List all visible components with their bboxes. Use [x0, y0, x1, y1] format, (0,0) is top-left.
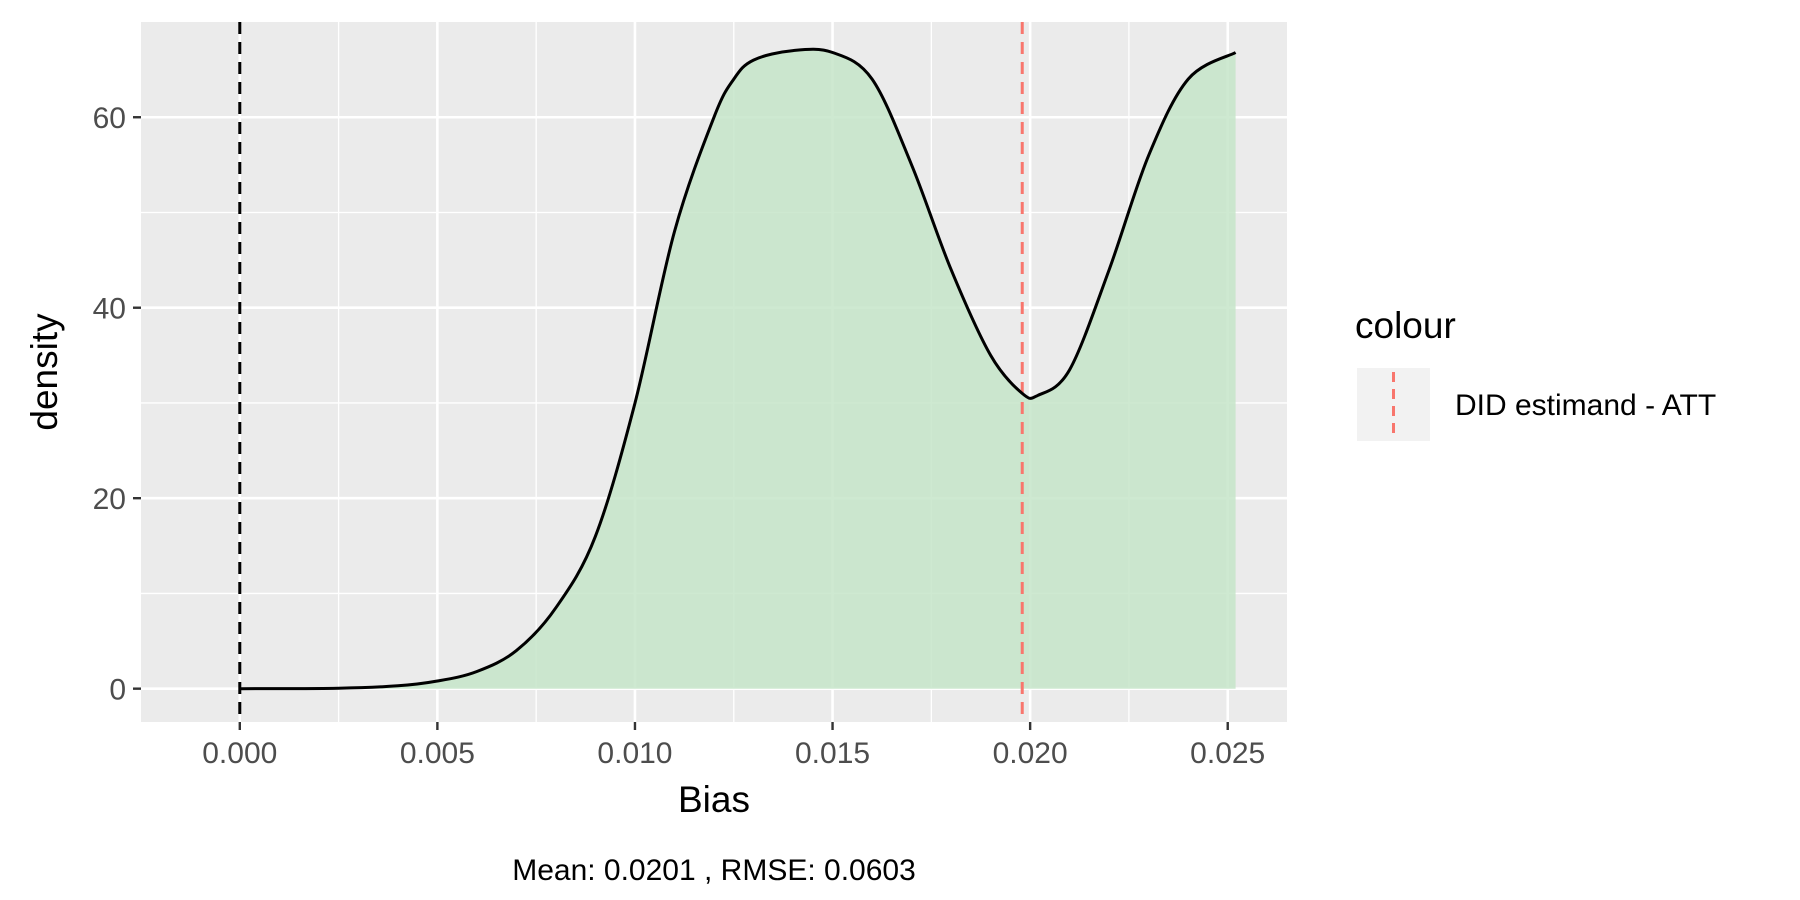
legend: colour DID estimand - ATT	[1355, 305, 1716, 441]
legend-entries: DID estimand - ATT	[1357, 368, 1716, 441]
y-tick-label: 40	[93, 293, 126, 326]
y-axis: 0 20 40 60	[93, 102, 141, 707]
x-axis: 0.000 0.005 0.010 0.015 0.020 0.025	[202, 722, 1265, 770]
y-tick-label: 20	[93, 483, 126, 516]
density-area	[239, 49, 1236, 689]
x-tick-label: 0.025	[1190, 737, 1265, 770]
chart-caption: Mean: 0.0201 , RMSE: 0.0603	[512, 854, 916, 887]
x-tick-label: 0.015	[795, 737, 870, 770]
y-tick-label: 60	[93, 102, 126, 135]
legend-label: DID estimand - ATT	[1455, 389, 1716, 422]
legend-title: colour	[1355, 305, 1456, 346]
y-tick-label: 0	[109, 674, 126, 707]
x-tick-label: 0.005	[400, 737, 475, 770]
y-axis-title: density	[24, 313, 65, 431]
x-axis-title: Bias	[678, 779, 750, 820]
density-curve	[239, 47, 1237, 691]
reference-lines	[238, 22, 1024, 722]
x-tick-label: 0.000	[202, 737, 277, 770]
x-tick-label: 0.010	[597, 737, 672, 770]
x-tick-label: 0.020	[993, 737, 1068, 770]
